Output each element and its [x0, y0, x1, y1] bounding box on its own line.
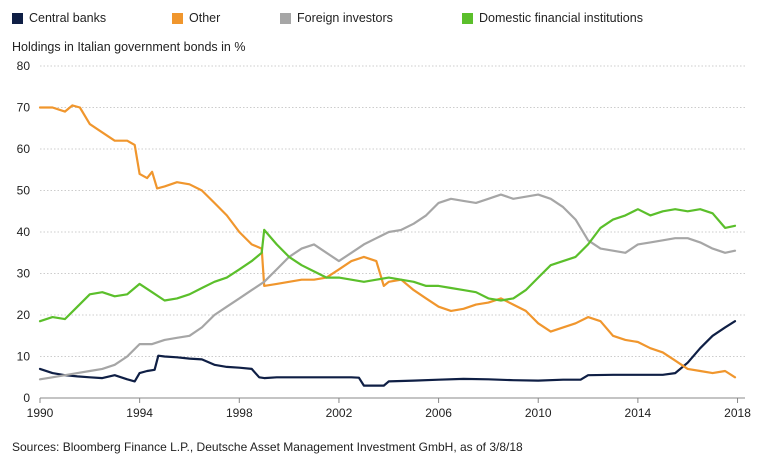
y-axis-title: Holdings in Italian government bonds in …	[12, 40, 246, 54]
legend-item-other: Other	[172, 11, 280, 25]
x-tick-label-2018: 2018	[724, 406, 751, 420]
series-line-central-banks	[38, 320, 737, 387]
y-tick-label-60: 60	[17, 142, 31, 156]
x-tick-label-2014: 2014	[625, 406, 652, 420]
legend-item-foreign-investors: Foreign investors	[280, 11, 462, 25]
legend-label-central-banks: Central banks	[29, 11, 107, 25]
legend-swatch-foreign-investors	[280, 12, 291, 24]
x-tick-label-1994: 1994	[126, 406, 153, 420]
y-tick-label-80: 80	[17, 59, 31, 73]
x-tick-label-1998: 1998	[226, 406, 253, 420]
legend-swatch-domestic-financial-institutions	[462, 12, 473, 24]
source-note: Sources: Bloomberg Finance L.P., Deutsch…	[12, 440, 523, 454]
legend-label-other: Other	[189, 11, 221, 25]
series-line-foreign-investors	[38, 193, 737, 381]
y-tick-label-30: 30	[17, 267, 31, 281]
y-tick-label-50: 50	[17, 184, 31, 198]
y-tick-label-0: 0	[23, 391, 30, 405]
y-tick-label-10: 10	[17, 350, 31, 364]
y-tick-label-40: 40	[17, 225, 31, 239]
x-tick-label-1990: 1990	[27, 406, 54, 420]
x-tick-label-2006: 2006	[425, 406, 452, 420]
legend-swatch-other	[172, 12, 183, 24]
x-tick-label-2010: 2010	[525, 406, 552, 420]
y-tick-label-70: 70	[17, 101, 31, 115]
legend-item-domestic-financial-institutions: Domestic financial institutions	[462, 11, 643, 25]
legend-label-domestic-financial-institutions: Domestic financial institutions	[479, 11, 643, 25]
legend-item-central-banks: Central banks	[12, 11, 172, 25]
series-line-domestic-financial-institutions	[38, 208, 737, 323]
series-line-other	[38, 104, 737, 379]
legend-swatch-central-banks	[12, 12, 23, 24]
y-tick-label-20: 20	[17, 308, 31, 322]
legend: Central banks Other Foreign investors Do…	[12, 8, 643, 28]
legend-label-foreign-investors: Foreign investors	[297, 11, 393, 25]
x-tick-label-2002: 2002	[326, 406, 353, 420]
